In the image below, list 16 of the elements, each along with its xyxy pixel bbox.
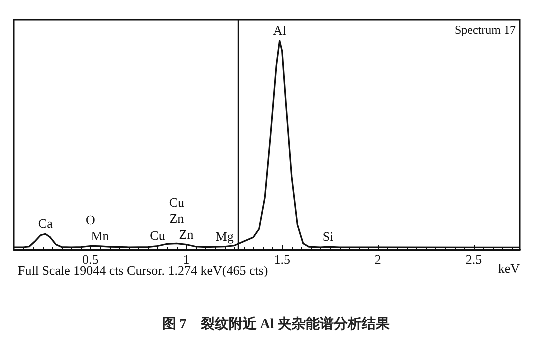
x-axis-title: keV — [498, 261, 521, 276]
x-tick-label: 2.5 — [466, 252, 482, 267]
annotation: Cu — [150, 228, 166, 244]
annotation: Zn — [179, 226, 194, 242]
annotation: Zn — [170, 210, 185, 226]
annotation: Ca — [38, 216, 54, 232]
annotation: Cu — [169, 194, 185, 210]
text: 图 7 裂纹附近 Al 夹杂能谱分析结果 — [162, 316, 391, 332]
annotation: Al — [273, 22, 287, 38]
annotation: Si — [322, 229, 334, 244]
x-tick-label: 1.5 — [274, 252, 290, 267]
x-tick-label: 2 — [374, 252, 382, 267]
annotation: Mn — [91, 228, 110, 244]
annotation: Mg — [216, 228, 234, 244]
annotation: O — [86, 212, 96, 228]
text: Spectrum 17 — [455, 23, 516, 37]
